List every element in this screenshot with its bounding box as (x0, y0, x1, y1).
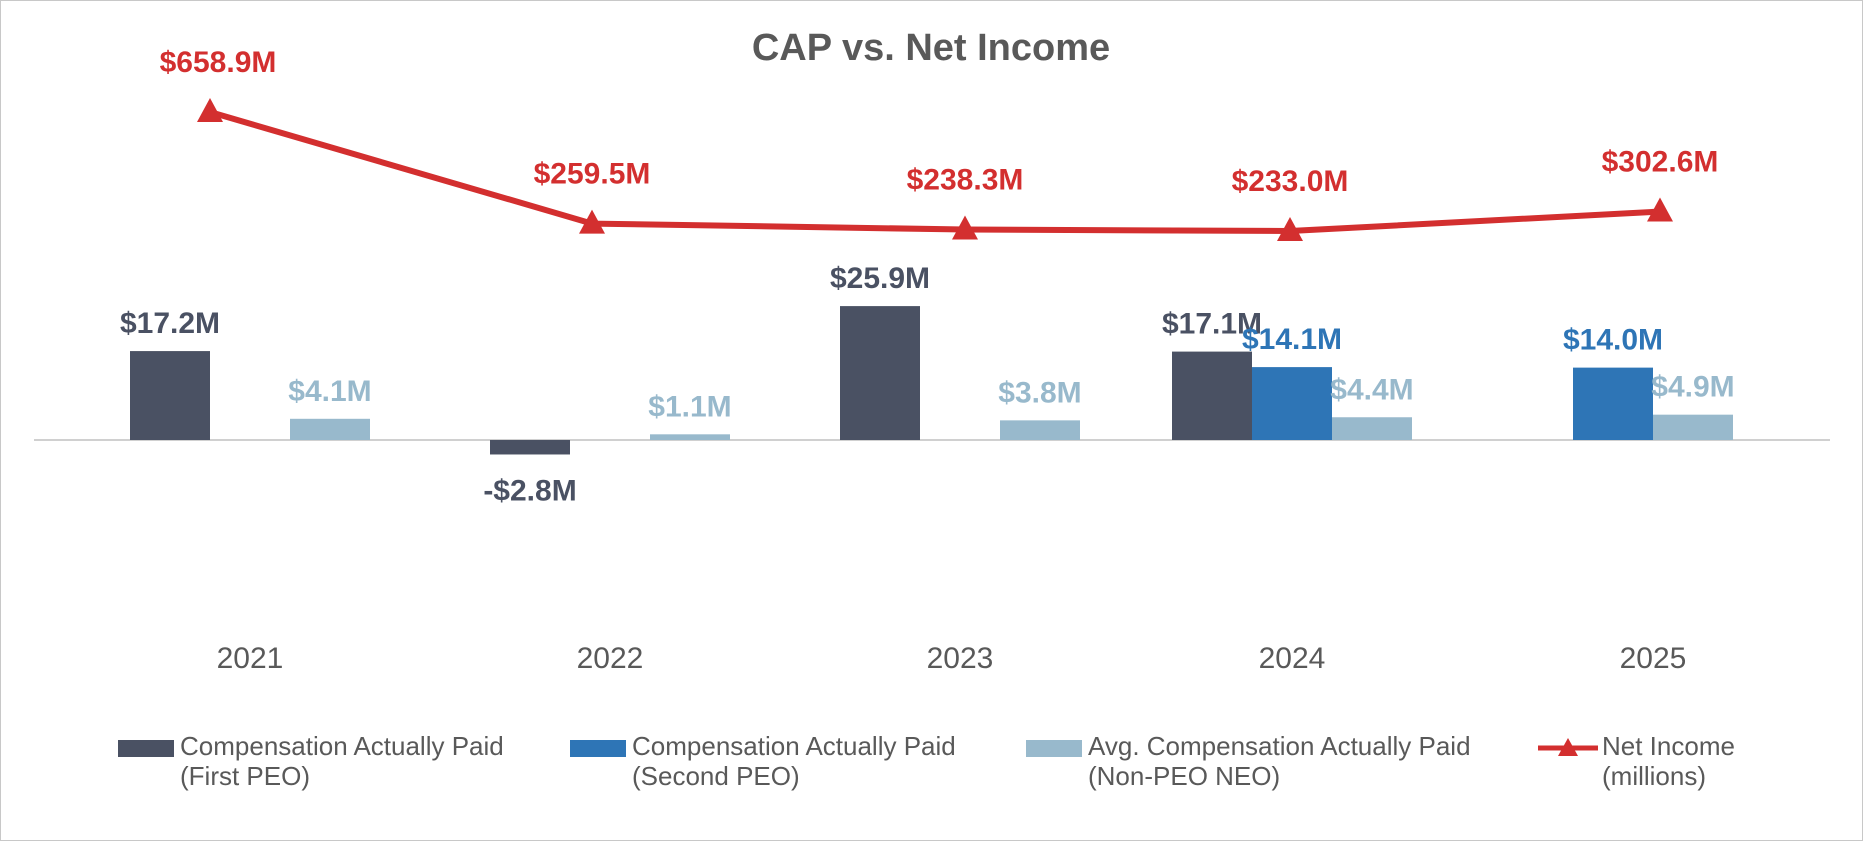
bar-compensation-actually-paid-first-peo-2023 (840, 306, 920, 440)
category-label-2025: 2025 (1620, 642, 1687, 675)
bar-label-compensation-actually-paid-first-peo-2024: $17.1M (1162, 308, 1262, 341)
legend-item-compensation-actually-paid-first-peo: Compensation Actually Paid(First PEO) (118, 731, 504, 791)
net-income-line-layer: $658.9M $259.5M $238.3M $233.0M $302.6M (160, 46, 1719, 241)
bar-label-avg-compensation-actually-paid-non-peo-neo-2021: $4.1M (288, 375, 371, 408)
category-label-layer: 2021 2022 2023 2024 2025 (217, 642, 1687, 675)
net-income-label-2022: $259.5M (534, 158, 651, 191)
net-income-label-2024: $233.0M (1232, 165, 1349, 198)
legend-label: Compensation Actually Paid (632, 731, 956, 761)
net-income-marker-2023 (952, 215, 978, 240)
net-income-label-2023: $238.3M (907, 164, 1024, 197)
category-label-2024: 2024 (1259, 642, 1326, 675)
legend-label: (Non-PEO NEO) (1088, 761, 1280, 791)
bar-label-compensation-actually-paid-first-peo-2022: -$2.8M (483, 474, 576, 507)
legend: Compensation Actually Paid(First PEO)Com… (118, 731, 1735, 791)
bar-compensation-actually-paid-first-peo-2022 (490, 440, 570, 455)
legend-swatch (118, 740, 174, 757)
legend-label: Net Income (1602, 731, 1735, 761)
legend-label: (millions) (1602, 761, 1706, 791)
bar-avg-compensation-actually-paid-non-peo-neo-2025 (1653, 414, 1733, 440)
bar-layer (130, 306, 1733, 455)
chart-title: CAP vs. Net Income (752, 27, 1110, 69)
bar-label-avg-compensation-actually-paid-non-peo-neo-2023: $3.8M (998, 376, 1081, 409)
bar-compensation-actually-paid-first-peo-2024 (1172, 351, 1252, 440)
legend-swatch (1026, 740, 1082, 757)
legend-label: (First PEO) (180, 761, 310, 791)
bar-label-layer: $17.2M -$2.8M $25.9M $17.1M$14.1M $14.0M $4.1… (120, 262, 1735, 507)
net-income-marker-2021 (197, 98, 223, 123)
legend-label: (Second PEO) (632, 761, 800, 791)
legend-label: Compensation Actually Paid (180, 731, 504, 761)
bar-label-avg-compensation-actually-paid-non-peo-neo-2025: $4.9M (1651, 371, 1734, 404)
bar-avg-compensation-actually-paid-non-peo-neo-2024 (1332, 417, 1412, 440)
category-label-2021: 2021 (217, 642, 284, 675)
bar-compensation-actually-paid-second-peo-2025 (1573, 367, 1653, 440)
net-income-label-2021: $658.9M (160, 46, 277, 79)
legend-item-avg-compensation-actually-paid-non-peo-neo: Avg. Compensation Actually Paid(Non-PEO … (1026, 731, 1471, 791)
net-income-marker-2024 (1277, 217, 1303, 241)
bar-avg-compensation-actually-paid-non-peo-neo-2022 (650, 434, 730, 440)
legend-item-net-income-millions: Net Income(millions) (1538, 731, 1735, 791)
net-income-marker-2022 (579, 209, 605, 234)
bar-label-avg-compensation-actually-paid-non-peo-neo-2022: $1.1M (648, 390, 731, 423)
bar-label-compensation-actually-paid-second-peo-2024: $14.1M (1242, 323, 1342, 356)
bar-avg-compensation-actually-paid-non-peo-neo-2023 (1000, 420, 1080, 440)
legend-triangle-marker (1558, 738, 1578, 756)
legend-item-compensation-actually-paid-second-peo: Compensation Actually Paid(Second PEO) (570, 731, 956, 791)
bar-avg-compensation-actually-paid-non-peo-neo-2021 (290, 418, 370, 440)
bar-compensation-actually-paid-first-peo-2021 (130, 351, 210, 440)
legend-swatch (570, 740, 626, 757)
bar-label-avg-compensation-actually-paid-non-peo-neo-2024: $4.4M (1330, 373, 1413, 406)
bar-label-compensation-actually-paid-second-peo-2025: $14.0M (1563, 324, 1663, 357)
bar-label-compensation-actually-paid-first-peo-2023: $25.9M (830, 262, 930, 295)
bar-compensation-actually-paid-second-peo-2024 (1252, 367, 1332, 440)
category-label-2022: 2022 (577, 642, 644, 675)
net-income-marker-2025 (1647, 197, 1673, 222)
category-label-2023: 2023 (927, 642, 994, 675)
legend-label: Avg. Compensation Actually Paid (1088, 731, 1471, 761)
bar-label-compensation-actually-paid-first-peo-2021: $17.2M (120, 307, 220, 340)
net-income-label-2025: $302.6M (1602, 146, 1719, 179)
